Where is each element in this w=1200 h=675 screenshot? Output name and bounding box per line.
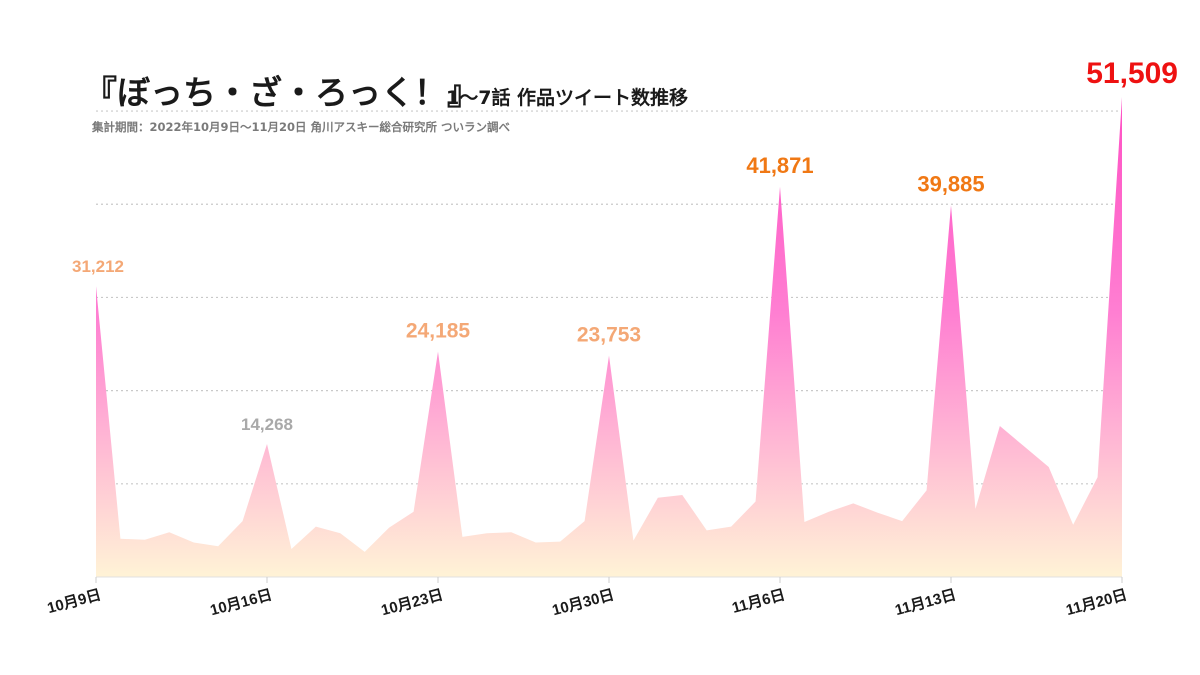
data-point xyxy=(852,503,854,505)
data-point xyxy=(339,532,341,534)
data-point xyxy=(535,542,537,544)
data-point xyxy=(437,351,439,353)
data-point xyxy=(193,542,195,544)
data-point xyxy=(1048,466,1050,468)
data-point xyxy=(584,520,586,522)
data-point xyxy=(730,526,732,528)
peak-value-label: 39,885 xyxy=(917,171,984,196)
data-point xyxy=(755,501,757,503)
data-point xyxy=(657,497,659,499)
data-point xyxy=(1097,476,1099,478)
data-point xyxy=(266,443,268,445)
data-point xyxy=(510,531,512,533)
data-point xyxy=(291,548,293,550)
x-tick-label: 10月9日 xyxy=(45,586,103,617)
data-point xyxy=(168,531,170,533)
data-point xyxy=(877,512,879,514)
data-point xyxy=(315,526,317,528)
x-tick-label: 11月13日 xyxy=(893,586,958,619)
chart-title-suffix: 1〜7話 作品ツイート数推移 xyxy=(446,86,688,109)
data-point xyxy=(950,205,952,207)
data-point xyxy=(120,538,122,540)
data-point xyxy=(1023,446,1025,448)
data-point xyxy=(828,511,830,513)
data-point xyxy=(413,511,415,513)
data-point xyxy=(608,355,610,357)
data-point xyxy=(559,541,561,543)
data-point xyxy=(804,521,806,523)
data-point xyxy=(926,490,928,492)
data-point xyxy=(486,532,488,534)
data-point xyxy=(1072,524,1074,526)
x-tick-label: 11月6日 xyxy=(730,586,787,616)
x-tick-label: 10月16日 xyxy=(208,586,274,619)
chart-header: 『ぼっち・ざ・ろっく！』 1〜7話 作品ツイート数推移 集計期間：2022年10… xyxy=(84,73,688,134)
data-point xyxy=(242,520,244,522)
x-tick-label: 11月20日 xyxy=(1064,586,1129,619)
data-point xyxy=(706,530,708,532)
data-point xyxy=(462,536,464,538)
peak-value-label: 14,268 xyxy=(241,415,293,434)
data-point xyxy=(144,539,146,541)
data-point xyxy=(217,545,219,547)
tweet-count-area xyxy=(96,97,1122,577)
x-tick-label: 10月23日 xyxy=(379,586,445,619)
data-point xyxy=(388,527,390,529)
data-point xyxy=(1121,96,1123,98)
data-point xyxy=(95,285,97,287)
x-tick-label: 10月30日 xyxy=(550,586,616,619)
data-point xyxy=(633,540,635,542)
chart-subtitle: 集計期間：2022年10月9日〜11月20日 角川アスキー総合研究所 ついラン調… xyxy=(91,120,511,134)
peak-labels: 31,212 14,268 24,185 23,753 41,871 39,885 51,5… xyxy=(72,57,1178,434)
peak-value-label: 31,212 xyxy=(72,257,124,276)
peak-value-label: 23,753 xyxy=(577,324,641,347)
x-axis: 10月9日 10月16日 10月23日 10月30日 11月6日 11月13日 11月20日 xyxy=(45,577,1129,619)
data-point xyxy=(999,425,1001,427)
peak-value-label: 41,871 xyxy=(746,153,813,178)
data-point xyxy=(975,508,977,510)
data-point xyxy=(364,551,366,553)
peak-value-label: 24,185 xyxy=(406,320,471,343)
data-point xyxy=(901,520,903,522)
peak-value-label: 51,509 xyxy=(1086,57,1178,90)
data-point xyxy=(681,494,683,496)
chart-title: 『ぼっち・ざ・ろっく！』 xyxy=(84,73,480,112)
data-point xyxy=(779,186,781,188)
